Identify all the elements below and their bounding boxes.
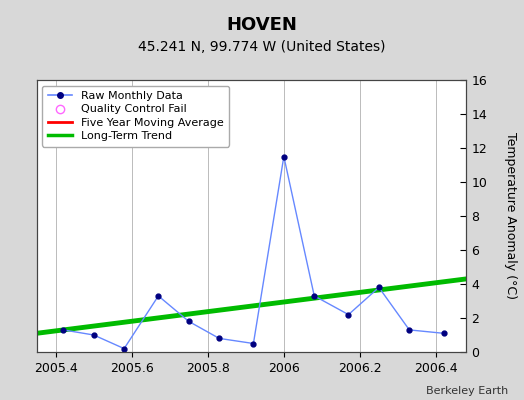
Text: Berkeley Earth: Berkeley Earth (426, 386, 508, 396)
Y-axis label: Temperature Anomaly (°C): Temperature Anomaly (°C) (504, 132, 517, 300)
Text: 45.241 N, 99.774 W (United States): 45.241 N, 99.774 W (United States) (138, 40, 386, 54)
Text: HOVEN: HOVEN (226, 16, 298, 34)
Legend: Raw Monthly Data, Quality Control Fail, Five Year Moving Average, Long-Term Tren: Raw Monthly Data, Quality Control Fail, … (42, 86, 230, 147)
